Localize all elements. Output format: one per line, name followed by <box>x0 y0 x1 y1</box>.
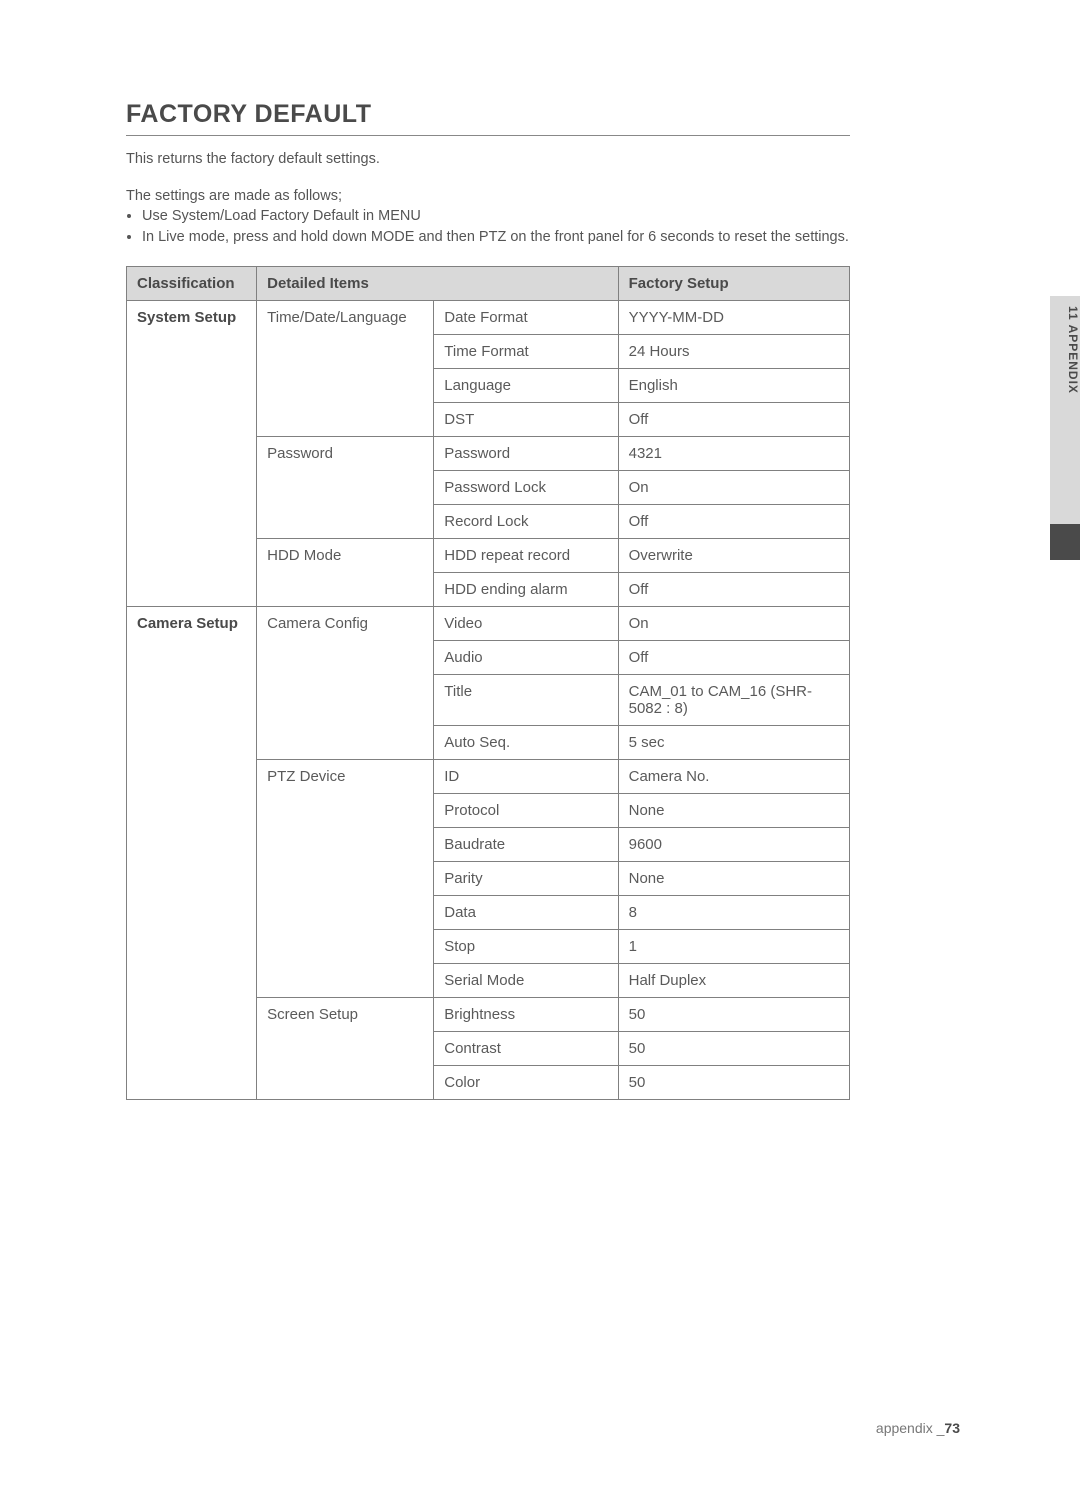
value-cell: 1 <box>618 929 849 963</box>
item-cell: Time Format <box>434 334 618 368</box>
item-cell: Color <box>434 1065 618 1099</box>
page: FACTORY DEFAULT This returns the factory… <box>0 0 1080 1488</box>
factory-default-table: Classification Detailed Items Factory Se… <box>126 266 850 1100</box>
value-cell: On <box>618 606 849 640</box>
value-cell: YYYY-MM-DD <box>618 300 849 334</box>
header-detailed: Detailed Items <box>257 266 618 300</box>
group-cell: Password <box>257 436 434 538</box>
lead-text: The settings are made as follows; <box>126 188 850 204</box>
item-cell: Protocol <box>434 793 618 827</box>
value-cell: Off <box>618 504 849 538</box>
item-cell: Brightness <box>434 997 618 1031</box>
value-cell: 8 <box>618 895 849 929</box>
table-header-row: Classification Detailed Items Factory Se… <box>127 266 850 300</box>
content-area: FACTORY DEFAULT This returns the factory… <box>126 100 850 1100</box>
value-cell: 4321 <box>618 436 849 470</box>
item-cell: Contrast <box>434 1031 618 1065</box>
value-cell: Half Duplex <box>618 963 849 997</box>
footer-page-number: 73 <box>944 1420 960 1436</box>
group-cell: Time/Date/Language <box>257 300 434 436</box>
header-classification: Classification <box>127 266 257 300</box>
bullet-item: In Live mode, press and hold down MODE a… <box>142 227 850 248</box>
value-cell: On <box>618 470 849 504</box>
value-cell: Off <box>618 402 849 436</box>
value-cell: 50 <box>618 997 849 1031</box>
classification-cell: Camera Setup <box>127 606 257 1099</box>
value-cell: 5 sec <box>618 725 849 759</box>
item-cell: HDD ending alarm <box>434 572 618 606</box>
item-cell: Video <box>434 606 618 640</box>
item-cell: Auto Seq. <box>434 725 618 759</box>
side-tab-marker <box>1050 524 1080 560</box>
value-cell: Overwrite <box>618 538 849 572</box>
item-cell: Language <box>434 368 618 402</box>
item-cell: Parity <box>434 861 618 895</box>
item-cell: Audio <box>434 640 618 674</box>
header-factory: Factory Setup <box>618 266 849 300</box>
value-cell: Camera No. <box>618 759 849 793</box>
value-cell: Off <box>618 572 849 606</box>
value-cell: Off <box>618 640 849 674</box>
item-cell: Stop <box>434 929 618 963</box>
table-row: Camera Setup Camera Config Video On <box>127 606 850 640</box>
item-cell: Record Lock <box>434 504 618 538</box>
value-cell: 24 Hours <box>618 334 849 368</box>
item-cell: Serial Mode <box>434 963 618 997</box>
value-cell: None <box>618 861 849 895</box>
group-cell: PTZ Device <box>257 759 434 997</box>
page-footer: appendix _73 <box>876 1420 960 1436</box>
item-cell: Baudrate <box>434 827 618 861</box>
value-cell: English <box>618 368 849 402</box>
item-cell: Data <box>434 895 618 929</box>
item-cell: Password Lock <box>434 470 618 504</box>
instruction-bullets: Use System/Load Factory Default in MENU … <box>126 206 850 248</box>
item-cell: HDD repeat record <box>434 538 618 572</box>
page-title: FACTORY DEFAULT <box>126 100 850 136</box>
value-cell: 9600 <box>618 827 849 861</box>
value-cell: 50 <box>618 1031 849 1065</box>
side-tab: 11 APPENDIX <box>1050 296 1080 524</box>
bullet-item: Use System/Load Factory Default in MENU <box>142 206 850 227</box>
group-cell: HDD Mode <box>257 538 434 606</box>
side-tab-label: 11 APPENDIX <box>1050 306 1080 394</box>
value-cell: 50 <box>618 1065 849 1099</box>
intro-text: This returns the factory default setting… <box>126 150 850 170</box>
value-cell: None <box>618 793 849 827</box>
footer-label: appendix _ <box>876 1420 945 1436</box>
item-cell: Date Format <box>434 300 618 334</box>
item-cell: Password <box>434 436 618 470</box>
item-cell: Title <box>434 674 618 725</box>
item-cell: DST <box>434 402 618 436</box>
item-cell: ID <box>434 759 618 793</box>
group-cell: Screen Setup <box>257 997 434 1099</box>
group-cell: Camera Config <box>257 606 434 759</box>
value-cell: CAM_01 to CAM_16 (SHR-5082 : 8) <box>618 674 849 725</box>
table-row: System Setup Time/Date/Language Date For… <box>127 300 850 334</box>
classification-cell: System Setup <box>127 300 257 606</box>
